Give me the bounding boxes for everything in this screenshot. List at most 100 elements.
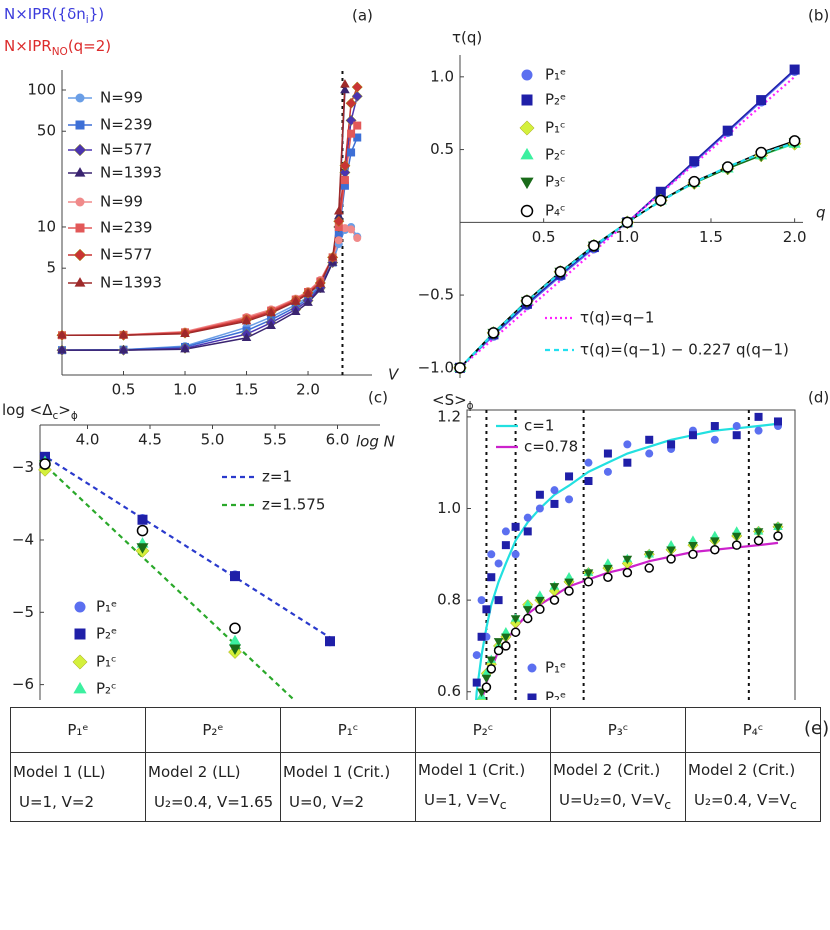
marker <box>481 682 492 692</box>
marker <box>303 297 313 306</box>
y-axis-label: N×IPRNO(q=2) <box>4 37 111 59</box>
marker <box>494 596 503 605</box>
marker <box>773 523 783 533</box>
marker <box>334 229 343 238</box>
marker <box>666 546 676 555</box>
marker <box>554 266 567 278</box>
y-axis-label-part: N×IPR({δn <box>4 5 86 23</box>
marker <box>477 632 486 641</box>
marker <box>523 527 532 536</box>
marker <box>603 467 612 476</box>
param-part: U₂=0.4, V=V <box>694 790 791 809</box>
marker <box>340 224 349 233</box>
params: U₂=0.4, V=Vc <box>688 785 818 820</box>
marker <box>353 133 362 142</box>
marker <box>511 522 520 531</box>
y-tick-label: 1.0 <box>430 67 454 85</box>
marker <box>773 417 782 426</box>
y-axis-label-part: <S> <box>432 391 467 409</box>
y-axis-label: log <Δc>ϕ <box>2 401 78 423</box>
legend-label: N=577 <box>100 246 152 264</box>
x-tick-label: 1.5 <box>699 228 723 246</box>
marker <box>39 458 51 470</box>
marker <box>477 596 486 605</box>
x-tick-label: 4.5 <box>138 431 162 449</box>
marker <box>241 316 252 325</box>
marker <box>623 458 632 467</box>
model-name: Model 2 (LL) <box>148 763 241 781</box>
header-cell: P₂ᶜ <box>415 707 551 753</box>
marker <box>688 535 698 544</box>
charts: 0.5 1.0 1.5 2.0 5 10 50 100 N=99 N=239 N=577 N=1393… <box>2 5 829 701</box>
marker <box>527 663 537 673</box>
marker <box>303 288 313 298</box>
marker <box>549 595 560 605</box>
marker <box>688 541 698 551</box>
marker <box>501 633 511 642</box>
marker <box>345 97 357 109</box>
marker <box>583 577 594 587</box>
marker <box>340 176 349 185</box>
model-name: Model 1 (LL) <box>13 763 106 781</box>
legend-label: N=1393 <box>100 274 162 292</box>
marker <box>621 216 634 229</box>
legend-label: N=577 <box>100 141 152 159</box>
legend-label: P₂ᶜ <box>545 146 566 164</box>
marker <box>486 664 497 674</box>
marker <box>493 638 504 647</box>
marker <box>472 651 481 660</box>
param-part: U=U₂=0, V=V <box>559 790 665 809</box>
marker <box>622 555 633 565</box>
y-axis-label-part: NO <box>52 46 68 58</box>
y-axis-label-part: i <box>86 14 89 26</box>
marker <box>486 656 497 665</box>
body-row: Model 1 (LL) U=1, V=2 Model 2 (LL) U₂=0.4, … <box>10 752 821 822</box>
legend-label: N=1393 <box>100 164 162 182</box>
fit-line <box>39 459 296 700</box>
marker <box>788 135 801 147</box>
marker <box>535 490 544 499</box>
marker <box>241 332 252 342</box>
x-tick-label: 5.5 <box>263 431 287 449</box>
x-axis-label: log N <box>356 433 395 451</box>
marker <box>645 435 654 444</box>
y-tick-label: 1.0 <box>437 499 461 517</box>
marker <box>667 440 676 449</box>
y-tick-label: 0.8 <box>437 591 461 609</box>
marker <box>501 541 510 550</box>
marker <box>523 513 532 522</box>
legend-label: P₂ᵉ <box>545 689 566 701</box>
marker <box>334 236 343 245</box>
marker <box>731 540 742 550</box>
legend-label: c=1 <box>524 417 554 435</box>
marker <box>510 627 521 637</box>
y-tick-label: −1.0 <box>418 358 454 376</box>
legend-label: N=239 <box>100 116 152 134</box>
marker <box>340 79 350 88</box>
marker <box>229 634 241 646</box>
marker <box>584 458 593 467</box>
model-name: Model 2 (Crit.) <box>688 760 796 779</box>
marker <box>73 248 87 262</box>
marker <box>180 344 190 353</box>
legend-label: P₁ᵉ <box>545 659 566 677</box>
marker <box>773 531 783 541</box>
marker <box>511 550 520 559</box>
marker <box>521 94 533 106</box>
x-tick-label: 2.0 <box>296 381 320 399</box>
legend-label: P₁ᶜ <box>96 653 117 671</box>
legend-label: z=1 <box>262 468 292 486</box>
y-tick-label: −0.5 <box>418 286 454 304</box>
panel-label: (e) <box>804 718 830 739</box>
legend-label: P₃ᶜ <box>545 173 566 191</box>
marker <box>564 572 574 581</box>
marker <box>75 197 85 207</box>
marker <box>472 678 481 687</box>
marker <box>753 528 764 537</box>
marker <box>645 449 654 458</box>
marker <box>535 604 545 615</box>
body-cell: Model 1 (Crit.) U=1, V=Vc <box>415 752 551 822</box>
legend-label: N=239 <box>100 219 152 237</box>
marker <box>731 526 742 535</box>
